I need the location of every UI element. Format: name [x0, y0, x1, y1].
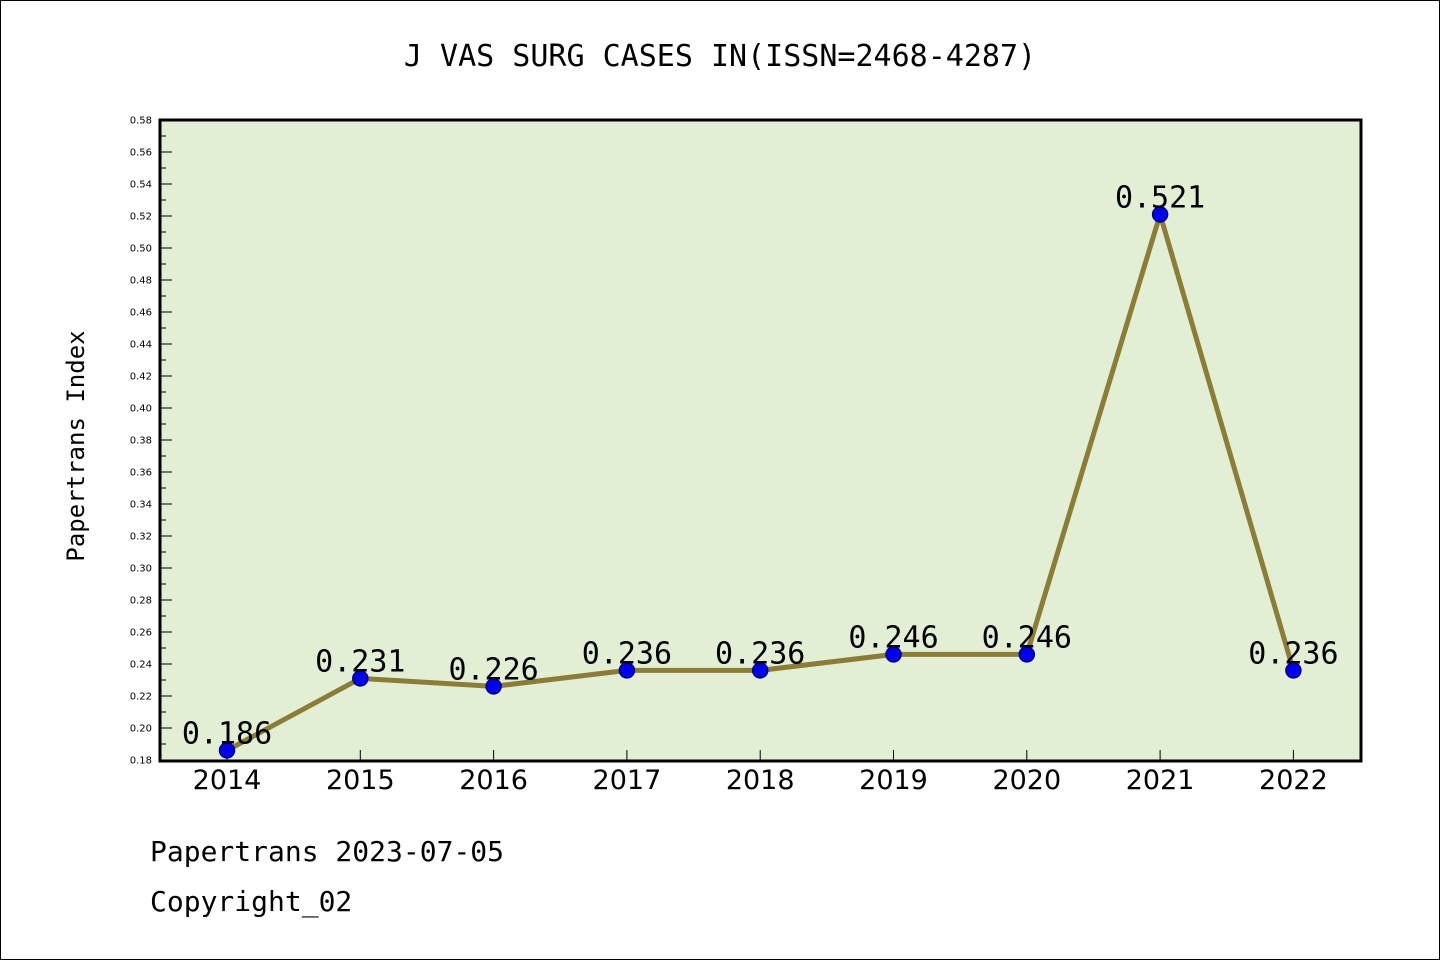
data-label: 0.521 — [1115, 180, 1205, 215]
y-tick-label: 0.40 — [130, 404, 152, 415]
y-tick-label: 0.46 — [130, 308, 152, 319]
y-tick-label: 0.30 — [130, 564, 152, 575]
footer-copyright: Copyright_02 — [150, 885, 353, 918]
data-label: 0.236 — [715, 636, 805, 671]
x-tick-label: 2021 — [1126, 765, 1195, 796]
data-label: 0.236 — [1248, 636, 1338, 671]
data-labels: 0.186 0.231 0.226 0.236 0.236 0.246 0.246 0.521… — [182, 180, 1339, 751]
data-point — [1285, 662, 1302, 679]
x-tick-label: 2019 — [859, 765, 928, 796]
y-axis: 0.18 0.20 0.22 0.24 0.26 0.28 0.30 0.32 0.34 0.36… — [130, 116, 172, 767]
y-tick-label: 0.32 — [130, 532, 152, 543]
y-axis-label: Papertrans Index — [62, 330, 90, 561]
y-tick-label: 0.42 — [130, 372, 152, 383]
y-tick-label: 0.44 — [130, 340, 152, 351]
y-tick-label: 0.26 — [130, 628, 152, 639]
y-tick-label: 0.28 — [130, 596, 152, 607]
data-label: 0.246 — [848, 620, 938, 655]
data-point — [885, 646, 902, 663]
y-tick-label: 0.54 — [130, 180, 152, 191]
data-label: 0.226 — [448, 652, 538, 687]
x-tick-label: 2014 — [193, 765, 262, 796]
data-point — [618, 662, 636, 679]
y-tick-label: 0.36 — [130, 468, 152, 479]
y-tick-label: 0.24 — [130, 660, 152, 671]
x-axis: 2014 2015 2016 2017 2018 2019 2020 2021 2022 — [193, 750, 1328, 796]
data-label: 0.231 — [315, 644, 405, 679]
data-point — [751, 662, 769, 679]
x-tick-label: 2020 — [992, 765, 1061, 796]
footer-date: Papertrans 2023-07-05 — [150, 835, 505, 868]
data-point — [1018, 646, 1036, 663]
chart-title: J VAS SURG CASES IN(ISSN=2468-4287) — [404, 39, 1036, 74]
data-label: 0.236 — [582, 636, 672, 671]
y-tick-label: 0.56 — [130, 148, 152, 159]
data-point — [218, 742, 236, 759]
x-tick-label: 2022 — [1259, 765, 1328, 796]
y-tick-label: 0.18 — [130, 756, 152, 767]
x-tick-label: 2017 — [593, 765, 662, 796]
y-tick-label: 0.52 — [130, 212, 152, 223]
data-point — [1151, 206, 1169, 223]
y-tick-label: 0.50 — [130, 244, 152, 255]
y-tick-label: 0.22 — [130, 692, 152, 703]
data-point — [485, 678, 502, 695]
data-label: 0.186 — [182, 716, 272, 751]
y-tick-label: 0.20 — [130, 724, 152, 735]
x-tick-label: 2015 — [326, 765, 395, 796]
data-points — [218, 206, 1302, 759]
data-point — [352, 670, 369, 687]
plot-area — [158, 118, 1363, 763]
y-tick-label: 0.58 — [130, 116, 152, 127]
x-tick-label: 2016 — [459, 765, 528, 796]
y-tick-label: 0.48 — [130, 276, 152, 287]
x-tick-label: 2018 — [726, 765, 795, 796]
data-label: 0.246 — [982, 620, 1072, 655]
y-tick-label: 0.38 — [130, 436, 152, 447]
y-tick-label: 0.34 — [130, 500, 152, 511]
